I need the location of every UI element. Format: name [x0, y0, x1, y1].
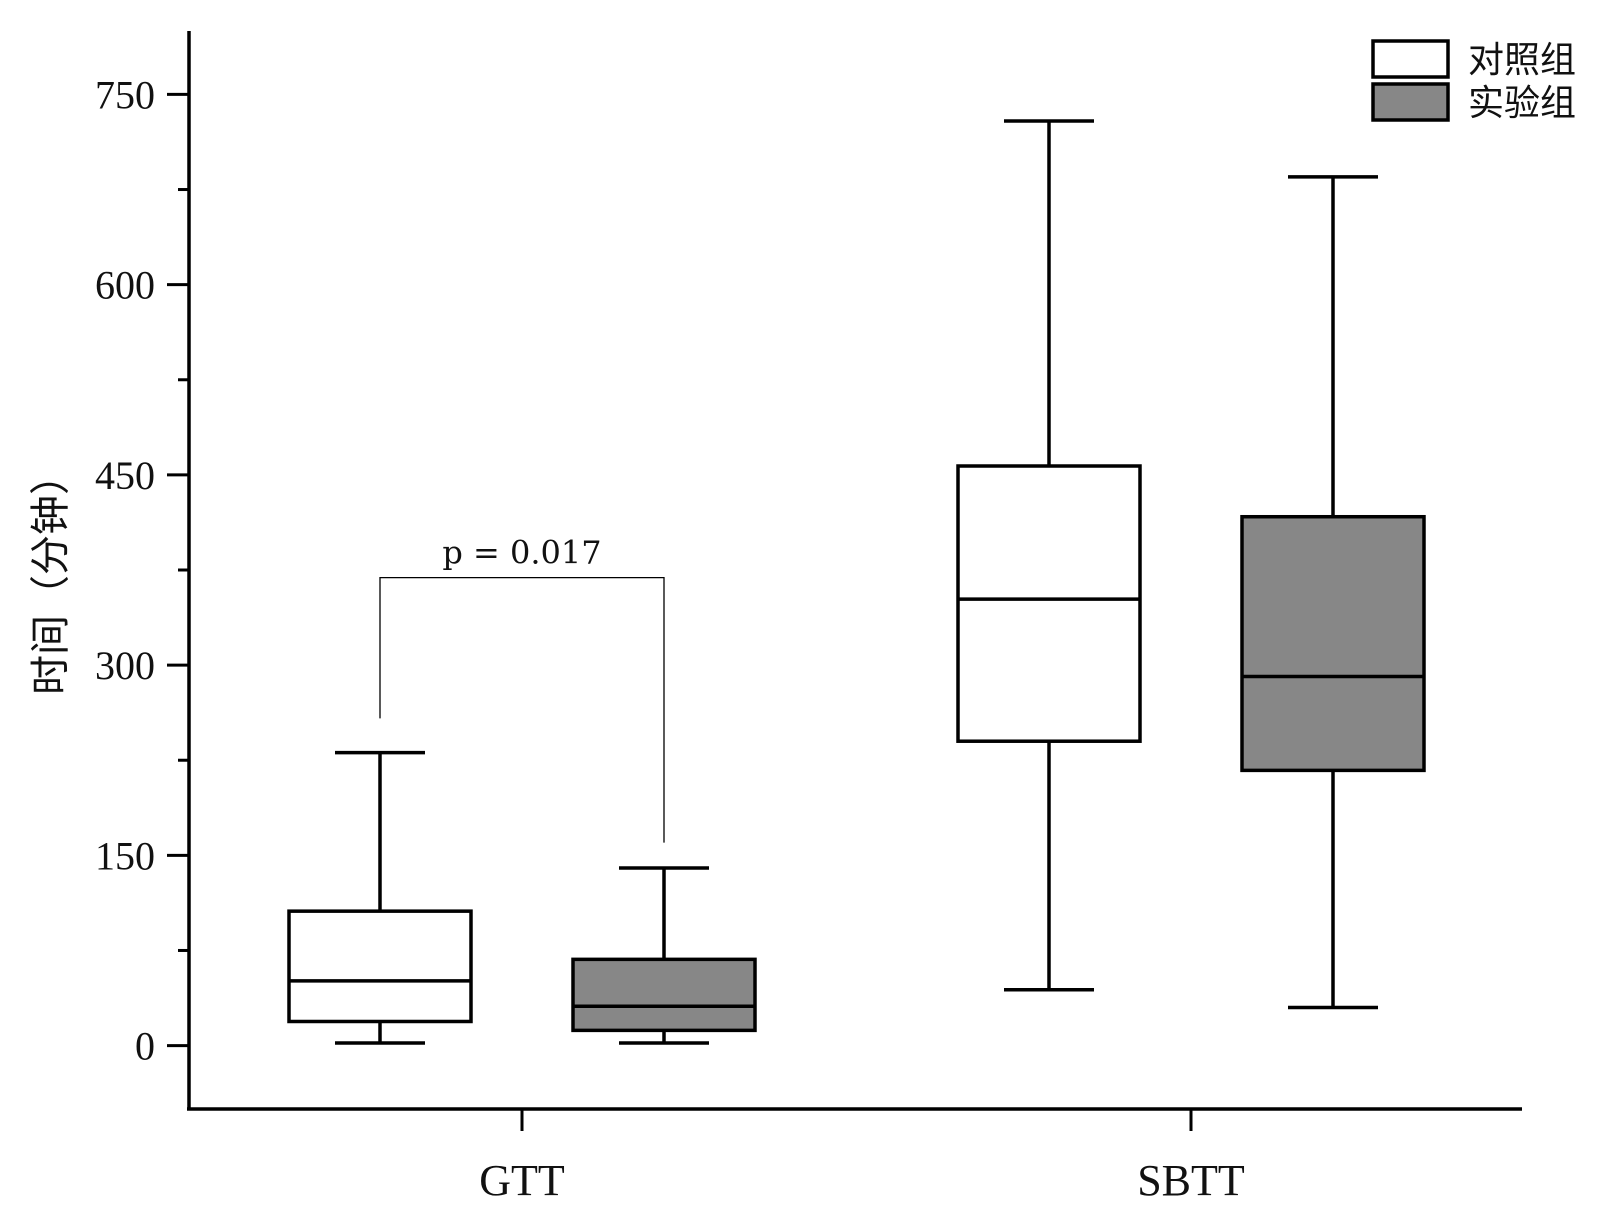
legend-label: 对照组: [1468, 40, 1576, 81]
legend-label: 实验组: [1468, 83, 1576, 124]
box-iqr: [1240, 514, 1426, 773]
y-tick-label: 300: [95, 643, 155, 688]
y-tick-label: 0: [135, 1024, 155, 1069]
legend-swatch: [1371, 39, 1450, 79]
y-tick-label: 750: [95, 72, 155, 117]
y-tick-label: 150: [95, 833, 155, 878]
p-value-label: p = 0.017: [442, 534, 601, 572]
y-tick-label: 450: [95, 453, 155, 498]
y-tick-label: 600: [95, 263, 155, 308]
x-category-label: SBTT: [1137, 1156, 1245, 1205]
box-iqr: [571, 957, 757, 1033]
x-category-label: GTT: [479, 1156, 565, 1205]
y-axis-title: 时间（分钟）: [28, 455, 74, 695]
box-iqr: [956, 464, 1142, 743]
significance-bracket: [379, 576, 665, 843]
legend-swatch: [1371, 82, 1450, 122]
box-iqr: [287, 909, 473, 1024]
